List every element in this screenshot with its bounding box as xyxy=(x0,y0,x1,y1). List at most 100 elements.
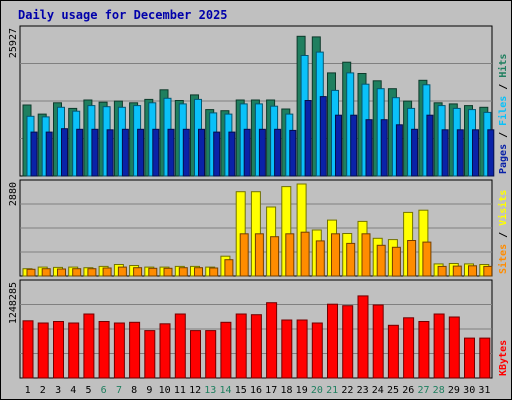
bar-sites-day-18 xyxy=(285,233,295,277)
day-label: 13 xyxy=(204,385,216,396)
bar-kbytes-day-23 xyxy=(357,295,369,379)
bar-pages-day-4 xyxy=(76,128,84,177)
day-label: 22 xyxy=(341,385,353,396)
day-label: 7 xyxy=(116,385,122,396)
bar-kbytes-day-5 xyxy=(83,313,95,379)
bar-pages-day-9 xyxy=(152,128,160,177)
day-label: 29 xyxy=(448,385,460,396)
bar-pages-day-16 xyxy=(258,128,266,177)
bar-sites-day-9 xyxy=(148,267,158,277)
bar-kbytes-day-8 xyxy=(129,321,141,379)
day-label: 28 xyxy=(433,385,445,396)
bar-sites-day-20 xyxy=(315,240,325,277)
bar-sites-day-27 xyxy=(422,241,432,277)
bar-pages-day-7 xyxy=(121,128,129,177)
side-legend: KBytes xyxy=(498,340,509,376)
bar-kbytes-day-18 xyxy=(281,319,293,379)
legend-hits: Hits xyxy=(497,54,509,78)
bar-sites-day-24 xyxy=(376,244,386,277)
bar-kbytes-day-7 xyxy=(113,322,125,379)
bar-pages-day-5 xyxy=(91,128,99,177)
bar-pages-day-20 xyxy=(319,96,327,177)
legend-visits: Visits xyxy=(497,190,509,226)
bar-sites-day-30 xyxy=(468,265,477,277)
kbytes-panel: 1248285 KBytes xyxy=(8,279,509,379)
bar-kbytes-day-10 xyxy=(159,323,171,379)
bar-sites-day-16 xyxy=(254,233,264,277)
bar-sites-day-3 xyxy=(57,268,66,277)
bar-pages-day-21 xyxy=(335,114,342,177)
bar-pages-day-10 xyxy=(167,128,175,177)
bar-pages-day-17 xyxy=(274,128,282,177)
bar-sites-day-29 xyxy=(452,265,462,277)
bar-sites-day-2 xyxy=(41,268,51,277)
bar-sites-day-13 xyxy=(209,267,219,277)
bar-sites-day-15 xyxy=(239,233,249,277)
bar-pages-day-31 xyxy=(487,129,495,177)
bar-pages-day-12 xyxy=(198,128,205,177)
bar-sites-day-17 xyxy=(270,236,280,277)
bar-pages-day-8 xyxy=(137,128,145,177)
bar-sites-day-4 xyxy=(72,268,82,277)
day-label: 2 xyxy=(40,385,46,396)
day-label: 8 xyxy=(131,385,137,396)
bar-sites-day-14 xyxy=(224,259,234,277)
bar-sites-day-23 xyxy=(361,233,371,277)
bar-kbytes-day-19 xyxy=(296,319,308,379)
legend-kbytes: KBytes xyxy=(498,340,509,376)
day-label: 17 xyxy=(265,385,277,396)
day-label: 11 xyxy=(174,385,186,396)
bar-kbytes-day-13 xyxy=(205,330,217,379)
bar-kbytes-day-25 xyxy=(387,324,399,379)
bar-kbytes-day-28 xyxy=(433,313,445,379)
bar-kbytes-day-15 xyxy=(235,313,247,379)
day-label: 12 xyxy=(189,385,201,396)
bar-kbytes-day-1 xyxy=(22,320,34,379)
day-label: 19 xyxy=(296,385,308,396)
day-label: 10 xyxy=(159,385,171,396)
bar-kbytes-day-17 xyxy=(266,302,278,379)
bar-pages-day-25 xyxy=(395,124,403,177)
day-label: 30 xyxy=(463,385,475,396)
bar-kbytes-day-31 xyxy=(479,337,491,379)
bar-sites-day-8 xyxy=(133,267,143,277)
bar-pages-day-6 xyxy=(106,129,114,177)
bar-kbytes-day-29 xyxy=(448,316,460,379)
day-label: 4 xyxy=(70,385,76,396)
bar-sites-day-6 xyxy=(102,267,112,277)
bar-sites-day-5 xyxy=(87,268,97,277)
y-max-label: 2880 xyxy=(8,182,19,206)
day-label: 1 xyxy=(25,385,31,396)
day-label: 31 xyxy=(478,385,490,396)
day-label: 21 xyxy=(326,385,338,396)
bar-kbytes-day-30 xyxy=(464,337,475,379)
y-max-label: 1248285 xyxy=(8,282,19,324)
day-label: 27 xyxy=(417,385,429,396)
bar-pages-day-24 xyxy=(380,119,388,177)
visits-sites-panel: 2880 Sites / Visits xyxy=(8,179,509,277)
legend-separator: / xyxy=(498,78,509,96)
bar-pages-day-13 xyxy=(213,131,221,177)
bar-kbytes-day-12 xyxy=(190,330,201,379)
bar-pages-day-30 xyxy=(472,129,479,177)
bar-kbytes-day-27 xyxy=(418,321,430,379)
day-label: 23 xyxy=(357,385,369,396)
bar-kbytes-day-6 xyxy=(98,321,110,379)
y-max-label: 25927 xyxy=(8,28,19,58)
bar-sites-day-28 xyxy=(437,265,447,277)
bar-kbytes-day-4 xyxy=(68,322,80,379)
bar-kbytes-day-16 xyxy=(250,314,262,379)
side-legend: Sites / Visits xyxy=(497,190,509,274)
legend-sites: Sites xyxy=(497,244,509,274)
day-label: 24 xyxy=(372,385,384,396)
bar-pages-day-11 xyxy=(182,128,190,177)
day-label: 9 xyxy=(146,385,152,396)
day-label: 3 xyxy=(55,385,61,396)
bar-sites-day-31 xyxy=(483,265,493,277)
bar-sites-day-19 xyxy=(300,231,310,277)
bar-kbytes-day-14 xyxy=(220,321,232,379)
bar-pages-day-18 xyxy=(289,129,297,177)
side-legend: Pages / Files / Hits xyxy=(497,54,509,174)
day-label: 15 xyxy=(235,385,247,396)
